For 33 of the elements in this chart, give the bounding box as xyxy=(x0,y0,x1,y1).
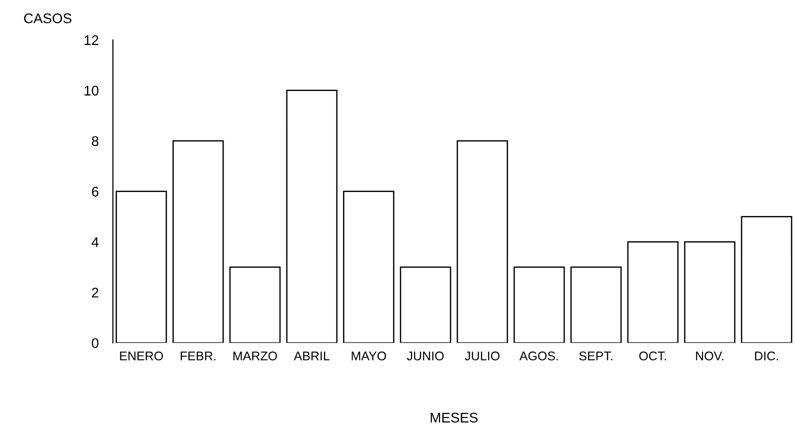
bar xyxy=(456,140,508,343)
bar xyxy=(229,266,281,343)
x-tick-label: ENERO xyxy=(120,352,163,360)
x-axis-title: MESES xyxy=(430,412,478,423)
x-tick-label: JULIO xyxy=(464,352,500,360)
bar xyxy=(343,190,394,343)
bar xyxy=(286,90,338,343)
bar xyxy=(514,266,565,343)
bar xyxy=(627,241,679,343)
x-tick-label: SEPT. xyxy=(579,352,612,360)
y-tick-label: 4 xyxy=(92,237,99,247)
y-tick-label: 0 xyxy=(92,338,98,348)
x-tick-label: ABRIL xyxy=(294,352,330,360)
y-axis-title: CASOS xyxy=(24,13,72,24)
x-tick-label: JUNIO xyxy=(406,352,444,360)
bar xyxy=(740,216,792,343)
y-tick-label: 10 xyxy=(84,86,98,96)
bar xyxy=(684,241,736,343)
x-tick-label: NOV. xyxy=(696,352,724,360)
x-tick-label: DIC. xyxy=(755,352,778,360)
x-tick-label: AGOS. xyxy=(519,352,558,360)
bar xyxy=(400,266,452,343)
x-tick-label: MARZO xyxy=(233,352,277,360)
y-tick-label: 8 xyxy=(92,136,98,146)
bar xyxy=(116,190,167,343)
bar xyxy=(570,266,622,343)
y-tick-label: 12 xyxy=(84,35,98,45)
x-tick-label: MAYO xyxy=(352,352,386,360)
y-tick-label: 2 xyxy=(92,288,98,298)
bar xyxy=(172,140,224,343)
y-tick-label: 6 xyxy=(92,186,98,197)
x-tick-label: FEBR. xyxy=(180,352,216,360)
x-tick-label: OCT. xyxy=(639,352,666,360)
